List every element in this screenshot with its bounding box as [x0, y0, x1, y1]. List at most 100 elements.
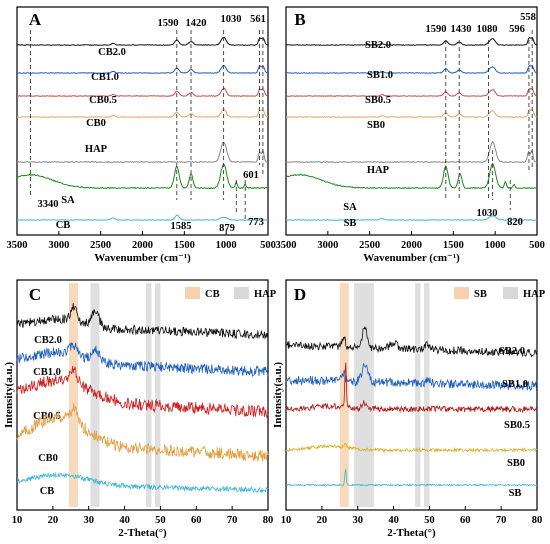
legend-swatch	[185, 287, 200, 299]
series-label: SB2.0	[365, 40, 391, 51]
panel-b: B 3500 3000 2500 2000 1500 1000 500 Wavenumber (…	[276, 6, 545, 264]
x-tick-label: 3500	[7, 240, 28, 251]
peak-label: 1030	[477, 208, 498, 219]
series-line	[285, 326, 538, 358]
series-label: HAP	[85, 144, 108, 155]
series-label: CB2.0	[34, 335, 62, 346]
plot-frame	[285, 279, 538, 511]
x-tick-label: 500	[260, 240, 276, 251]
series-line	[285, 162, 538, 190]
y-axis-title: Intensity(a.u.)	[3, 362, 15, 428]
y-axis-title: Intensity(a.u.)	[272, 362, 284, 428]
panel-letter: B	[294, 10, 305, 29]
panel-letter: A	[29, 10, 42, 29]
panel-letter: C	[29, 285, 41, 304]
x-tick-label: 40	[388, 515, 399, 526]
series-label: SA	[61, 195, 75, 206]
series-line	[17, 87, 269, 97]
x-tick-label: 80	[532, 515, 543, 526]
peak-label: 820	[507, 217, 523, 228]
highlight-band	[68, 283, 78, 507]
series-line	[285, 215, 538, 221]
series-line	[16, 403, 269, 462]
x-tick-label: 60	[460, 515, 471, 526]
series-line	[285, 363, 538, 392]
series-label: SB0	[367, 120, 385, 131]
series-label: SB0	[507, 458, 525, 469]
series-line	[286, 468, 538, 487]
panel-letter: D	[294, 285, 306, 304]
plot-frame	[16, 279, 269, 511]
x-tick-label: 1500	[174, 240, 195, 251]
series-label: CB	[40, 486, 55, 497]
x-axis-title: Wavenumber (cm⁻¹)	[363, 252, 460, 264]
series-line	[16, 471, 269, 494]
peak-label: 1585	[171, 221, 192, 232]
peak-label: 1030	[221, 14, 242, 25]
x-tick-label: 10	[281, 515, 292, 526]
x-tick-label: 500	[529, 240, 545, 251]
peak-label: 1080	[477, 24, 498, 35]
series-label: CB0.5	[89, 95, 117, 106]
series-line	[285, 442, 538, 453]
series-line	[285, 87, 538, 97]
x-tick-label: 3000	[317, 240, 338, 251]
x-tick-label: 30	[352, 515, 363, 526]
highlight-band	[415, 283, 421, 507]
x-tick-label: 2000	[132, 240, 153, 251]
panel-c: C 10 20 30 40 50 60 70 80 2-Theta(°) Intensity(a.u…	[3, 279, 277, 539]
series-line	[285, 140, 538, 163]
series-label: SB0.5	[365, 95, 391, 106]
series-label: SB2.0	[499, 346, 525, 357]
x-axis-title: 2-Theta(°)	[387, 527, 436, 539]
x-tick-label: 2500	[359, 240, 380, 251]
legend-swatch	[454, 287, 469, 299]
series-label: CB1.0	[33, 367, 61, 378]
peak-label: 1420	[186, 18, 207, 29]
series-label: CB0	[86, 118, 106, 129]
series-line	[16, 303, 269, 340]
legend-label: HAP	[523, 289, 546, 300]
legend-label: HAP	[254, 289, 277, 300]
peak-label: 596	[509, 24, 525, 35]
plot-frame	[285, 6, 538, 236]
series-label: CB	[56, 220, 71, 231]
x-tick-label: 3500	[276, 240, 297, 251]
peak-label: 561	[250, 14, 266, 25]
peak-label: 1590	[426, 24, 447, 35]
legend-swatch	[234, 287, 249, 299]
series-line	[286, 108, 537, 118]
x-tick-label: 1000	[485, 240, 506, 251]
series-line	[16, 108, 269, 118]
peak-label: 773	[248, 217, 264, 228]
x-tick-label: 1000	[216, 240, 237, 251]
x-axis-title: Wavenumber (cm⁻¹)	[94, 252, 191, 264]
x-tick-label: 3000	[48, 240, 69, 251]
x-axis-title: 2-Theta(°)	[118, 527, 167, 539]
panel-a: A 3500 3000 2500 2000 1500 1000 500 Wavenumber (…	[7, 6, 276, 264]
highlight-band	[354, 283, 374, 507]
x-tick-label: 40	[119, 515, 130, 526]
x-tick-label: 70	[496, 515, 507, 526]
x-tick-label: 2000	[401, 240, 422, 251]
x-tick-label: 50	[155, 515, 166, 526]
x-tick-label: 30	[83, 515, 94, 526]
highlight-band	[155, 283, 161, 507]
panel-d: D 10 20 30 40 50 60 70 80 2-Theta(°) Intensity(a.u…	[272, 279, 546, 539]
series-label: SB	[509, 488, 522, 499]
highlight-band	[424, 283, 430, 507]
series-line	[16, 214, 269, 221]
x-tick-label: 70	[227, 515, 238, 526]
peak-label: 3340	[38, 199, 59, 210]
series-line	[16, 163, 269, 190]
series-label: CB0	[38, 453, 58, 464]
peak-label: 1430	[451, 24, 472, 35]
peak-label: 558	[520, 12, 536, 23]
series-line	[16, 36, 268, 46]
series-label: HAP	[367, 165, 390, 176]
series-line	[285, 362, 538, 414]
series-line	[285, 36, 537, 46]
highlight-band	[146, 283, 152, 507]
series-line	[16, 64, 269, 74]
